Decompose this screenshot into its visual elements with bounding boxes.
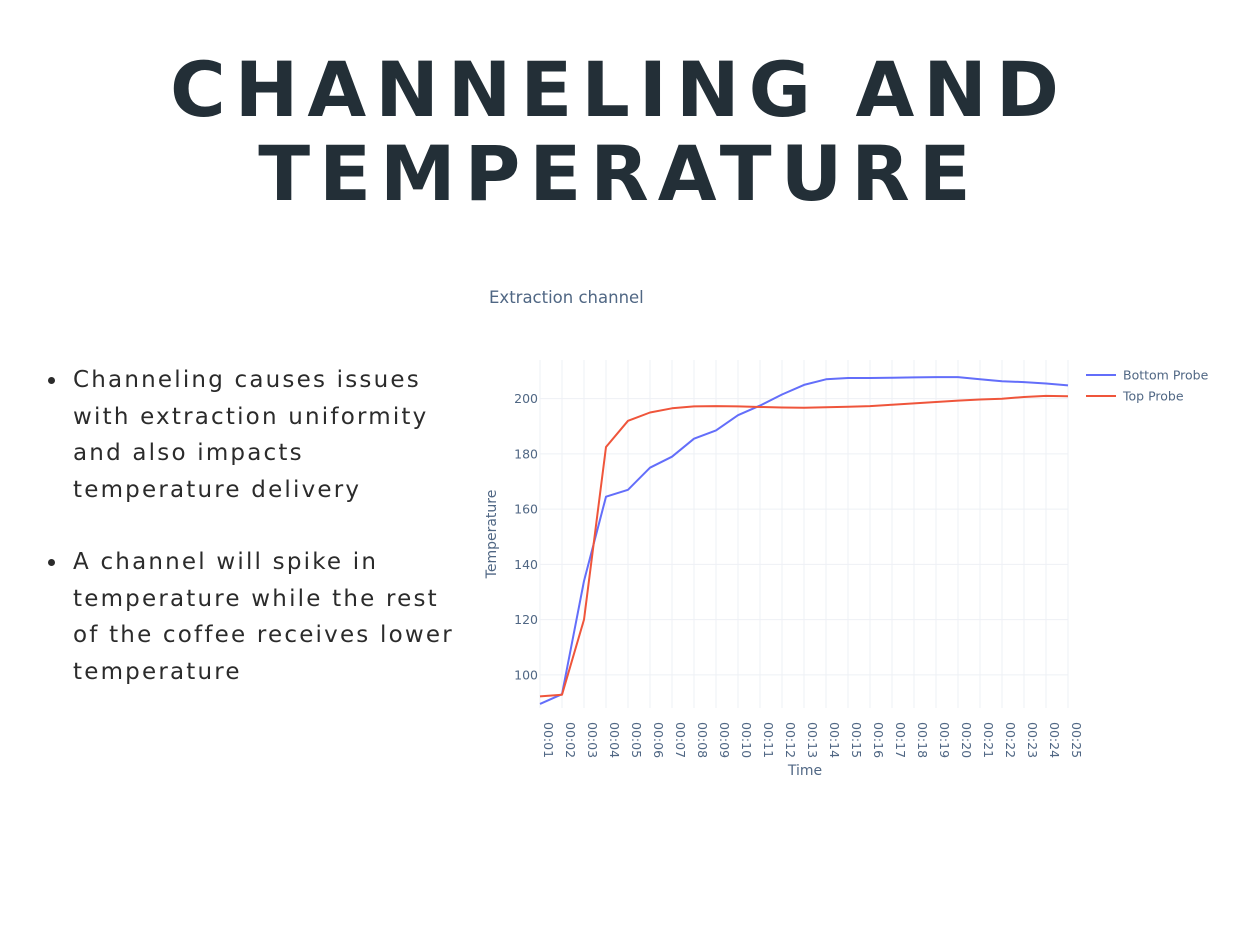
bullet-dot-icon: [48, 559, 55, 566]
bullet-list: Channeling causes issues with extraction…: [46, 362, 466, 726]
x-tick-label: 00:20: [959, 722, 974, 758]
bullet-text: Channeling causes issues with extraction…: [73, 367, 429, 503]
x-tick-label: 00:08: [695, 722, 710, 758]
slide-title: CHANNELING AND TEMPERATURE: [0, 48, 1238, 216]
legend-label: Top Probe: [1122, 389, 1184, 404]
y-axis-title: Temperature: [484, 490, 500, 580]
x-tick-label: 00:21: [981, 722, 996, 758]
chart-svg: 100 120 140 160 180 200 00:01 00:02 00:03 00:04 00…: [484, 288, 1209, 779]
bullet-dot-icon: [48, 377, 55, 384]
series-line-bottom-probe: [539, 376, 1069, 705]
x-tick-label: 00:23: [1025, 722, 1040, 758]
series-line-top-probe: [539, 394, 1069, 698]
slide-title-line-2: TEMPERATURE: [258, 129, 980, 218]
x-tick-label: 00:13: [805, 722, 820, 758]
y-tick-label: 160: [514, 502, 538, 517]
line-chart: 100 120 140 160 180 200 00:01 00:02 00:03 00:04 00…: [470, 270, 1230, 790]
x-tick-label: 00:10: [739, 722, 754, 758]
y-tick-label: 200: [514, 391, 538, 406]
x-tick-label: 00:15: [849, 722, 864, 758]
x-tick-label: 00:17: [893, 722, 908, 758]
chart-title: Extraction channel: [489, 288, 644, 307]
x-tick-label: 00:14: [827, 722, 842, 758]
y-tick-label: 180: [514, 446, 538, 461]
x-tick-label: 00:24: [1047, 722, 1062, 758]
x-tick-label: 00:12: [783, 722, 798, 758]
bullet-item: A channel will spike in temperature whil…: [46, 544, 466, 690]
y-tick-label: 140: [514, 557, 538, 572]
x-tick-label: 00:01: [541, 722, 556, 758]
bullet-item: Channeling causes issues with extraction…: [46, 362, 466, 508]
x-tick-label: 00:22: [1003, 722, 1018, 758]
bullet-text: A channel will spike in temperature whil…: [73, 549, 454, 685]
x-axis-title: Time: [787, 763, 822, 779]
y-tick-label: 120: [514, 612, 538, 627]
x-tick-label: 00:09: [717, 722, 732, 758]
legend-label: Bottom Probe: [1123, 368, 1209, 383]
x-tick-label: 00:18: [915, 722, 930, 758]
x-tick-label: 00:07: [673, 722, 688, 758]
x-tick-label: 00:16: [871, 722, 886, 758]
x-tick-label: 00:04: [607, 722, 622, 758]
x-tick-label: 00:06: [651, 722, 666, 758]
x-tick-label: 00:03: [585, 722, 600, 758]
y-tick-label: 100: [514, 667, 538, 682]
x-tick-label: 00:02: [563, 722, 578, 758]
x-tick-label: 00:05: [629, 722, 644, 758]
slide-title-line-1: CHANNELING AND: [170, 45, 1068, 134]
x-tick-label: 00:25: [1069, 722, 1084, 758]
x-tick-label: 00:19: [937, 722, 952, 758]
x-tick-label: 00:11: [761, 722, 776, 758]
